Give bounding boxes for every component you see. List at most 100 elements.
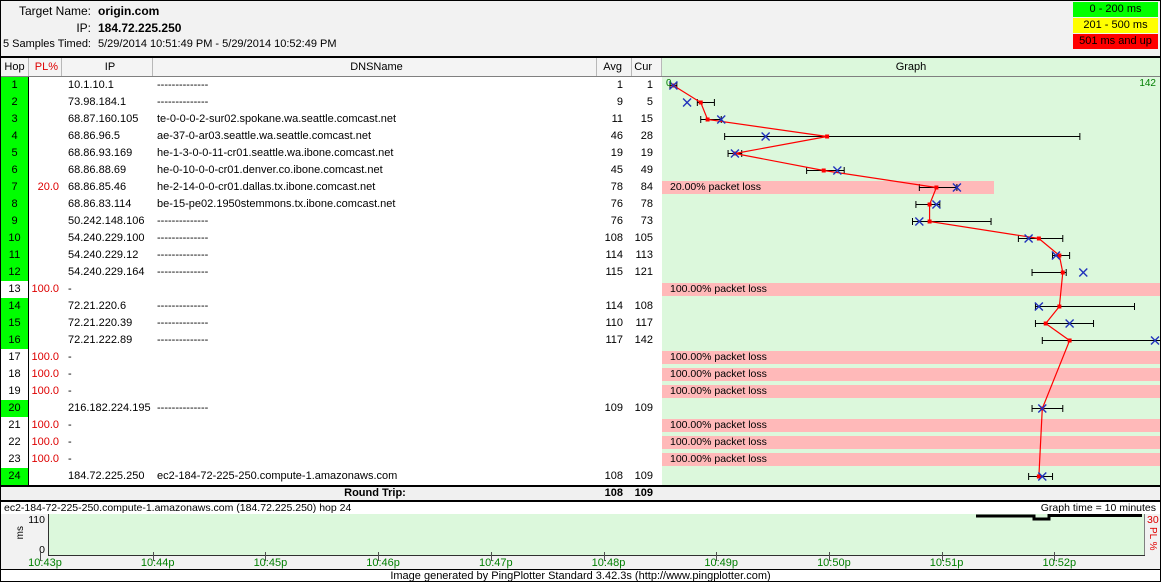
hop-row-3[interactable]: 368.87.160.105te-0-0-0-2-sur02.spokane.w… [1, 111, 1160, 128]
hop-row-5[interactable]: 568.86.93.169he-1-3-0-0-11-cr01.seattle.… [1, 145, 1160, 162]
graph-cell [662, 298, 1160, 315]
legend-item-1: 201 - 500 ms [1073, 18, 1158, 33]
cur-cell [632, 366, 662, 383]
packet-loss-cell: 100.0 [29, 451, 62, 468]
avg-cell [597, 366, 632, 383]
dnsname-cell: -------------- [153, 94, 597, 111]
hop-number-cell: 8 [1, 196, 29, 213]
packet-loss-cell [29, 315, 62, 332]
graph-cell: 100.00% packet loss [662, 451, 1160, 468]
graph-cell [662, 213, 1160, 230]
hop-row-11[interactable]: 1154.240.229.12--------------114113 [1, 247, 1160, 264]
ip-cell: 68.86.88.69 [62, 162, 153, 179]
hop-row-6[interactable]: 668.86.88.69he-0-10-0-0-cr01.denver.co.i… [1, 162, 1160, 179]
graph-cell: 100.00% packet loss [662, 383, 1160, 400]
hop-row-19[interactable]: 19100.0-100.00% packet loss [1, 383, 1160, 400]
x-axis-label-0: 10:43p [28, 557, 62, 569]
graph-cell [662, 247, 1160, 264]
hop-number-cell: 15 [1, 315, 29, 332]
ip-cell: 54.240.229.164 [62, 264, 153, 281]
hop-row-7[interactable]: 720.068.86.85.46he-2-14-0-0-cr01.dallas.… [1, 179, 1160, 196]
round-trip-avg: 108 [597, 487, 632, 500]
hop-row-10[interactable]: 1054.240.229.100--------------108105 [1, 230, 1160, 247]
hop-row-18[interactable]: 18100.0-100.00% packet loss [1, 366, 1160, 383]
hop-row-4[interactable]: 468.86.96.5ae-37-0-ar03.seattle.wa.seatt… [1, 128, 1160, 145]
ip-cell: - [62, 281, 153, 298]
summary-header: Target Name: origin.com IP: 184.72.225.2… [1, 1, 1160, 58]
ip-value: 184.72.225.250 [98, 21, 181, 35]
graph-cell [662, 315, 1160, 332]
hop-row-15[interactable]: 1572.21.220.39--------------110117 [1, 315, 1160, 332]
avg-cell [597, 349, 632, 366]
cur-cell [632, 417, 662, 434]
cur-cell: 109 [632, 468, 662, 485]
cur-cell: 142 [632, 332, 662, 349]
ip-cell: 184.72.225.250 [62, 468, 153, 485]
ip-cell: 10.1.10.1 [62, 77, 153, 94]
ip-cell: 68.86.83.114 [62, 196, 153, 213]
target-name-label: Target Name: [1, 4, 91, 18]
avg-cell [597, 417, 632, 434]
pl-axis-unit-label: PL % [1147, 527, 1158, 551]
hop-row-16[interactable]: 1672.21.222.89--------------117142 [1, 332, 1160, 349]
avg-cell: 76 [597, 196, 632, 213]
avg-cell: 11 [597, 111, 632, 128]
pl-axis-max-label: 30 [1147, 514, 1159, 526]
cur-cell [632, 349, 662, 366]
graph-cell: 100.00% packet loss [662, 349, 1160, 366]
hop-row-20[interactable]: 20216.182.224.195--------------109109 [1, 400, 1160, 417]
hop-row-24[interactable]: 24184.72.225.250ec2-184-72-225-250.compu… [1, 468, 1160, 485]
avg-cell: 108 [597, 230, 632, 247]
hop-number-cell: 18 [1, 366, 29, 383]
timeline-plot: 110 0 ms 30 PL % 10:43p10:44p10:45p10:46… [1, 514, 1160, 569]
cur-cell: 84 [632, 179, 662, 196]
hop-number-cell: 1 [1, 77, 29, 94]
ip-cell: 72.21.220.6 [62, 298, 153, 315]
ip-label: IP: [1, 21, 91, 35]
cur-cell [632, 451, 662, 468]
hop-row-14[interactable]: 1472.21.220.6--------------114108 [1, 298, 1160, 315]
hop-number-cell: 7 [1, 179, 29, 196]
y-axis-max-label: 110 [1, 514, 46, 526]
packet-loss-band: 100.00% packet loss [662, 351, 1160, 364]
graph-cell [662, 128, 1160, 145]
ip-cell: 54.240.229.100 [62, 230, 153, 247]
packet-loss-cell [29, 94, 62, 111]
packet-loss-cell [29, 230, 62, 247]
legend-item-2: 501 ms and up [1073, 34, 1158, 49]
cur-cell: 78 [632, 196, 662, 213]
avg-cell [597, 434, 632, 451]
cur-cell [632, 281, 662, 298]
hop-row-2[interactable]: 273.98.184.1--------------95 [1, 94, 1160, 111]
pingplotter-report: Target Name: origin.com IP: 184.72.225.2… [0, 0, 1161, 582]
graph-cell [662, 332, 1160, 349]
cur-cell: 28 [632, 128, 662, 145]
hop-row-9[interactable]: 950.242.148.106--------------7673 [1, 213, 1160, 230]
samples-timed-value: 5/29/2014 10:51:49 PM - 5/29/2014 10:52:… [98, 38, 337, 50]
hop-number-cell: 20 [1, 400, 29, 417]
avg-cell [597, 383, 632, 400]
hop-row-8[interactable]: 868.86.83.114be-15-pe02.1950stemmons.tx.… [1, 196, 1160, 213]
avg-cell: 115 [597, 264, 632, 281]
hop-row-22[interactable]: 22100.0-100.00% packet loss [1, 434, 1160, 451]
hop-number-cell: 23 [1, 451, 29, 468]
hop-row-17[interactable]: 17100.0-100.00% packet loss [1, 349, 1160, 366]
hop-number-cell: 17 [1, 349, 29, 366]
cur-cell: 121 [632, 264, 662, 281]
graph-cell [662, 400, 1160, 417]
ip-cell: 54.240.229.12 [62, 247, 153, 264]
hop-row-1[interactable]: 110.1.10.1--------------11 [1, 77, 1160, 94]
cur-cell: 19 [632, 145, 662, 162]
dnsname-cell [153, 349, 597, 366]
column-header-cur: Cur [632, 58, 662, 76]
hop-row-12[interactable]: 1254.240.229.164--------------115121 [1, 264, 1160, 281]
dnsname-cell: -------------- [153, 264, 597, 281]
hop-row-13[interactable]: 13100.0-100.00% packet loss [1, 281, 1160, 298]
hop-row-23[interactable]: 23100.0-100.00% packet loss [1, 451, 1160, 468]
hop-number-cell: 16 [1, 332, 29, 349]
hop-row-21[interactable]: 21100.0-100.00% packet loss [1, 417, 1160, 434]
graph-time-label: Graph time = 10 minutes [1041, 502, 1156, 514]
x-axis-label-4: 10:47p [479, 557, 513, 569]
graph-cell: 20.00% packet loss [662, 179, 1160, 196]
dnsname-cell: he-1-3-0-0-11-cr01.seattle.wa.ibone.comc… [153, 145, 597, 162]
